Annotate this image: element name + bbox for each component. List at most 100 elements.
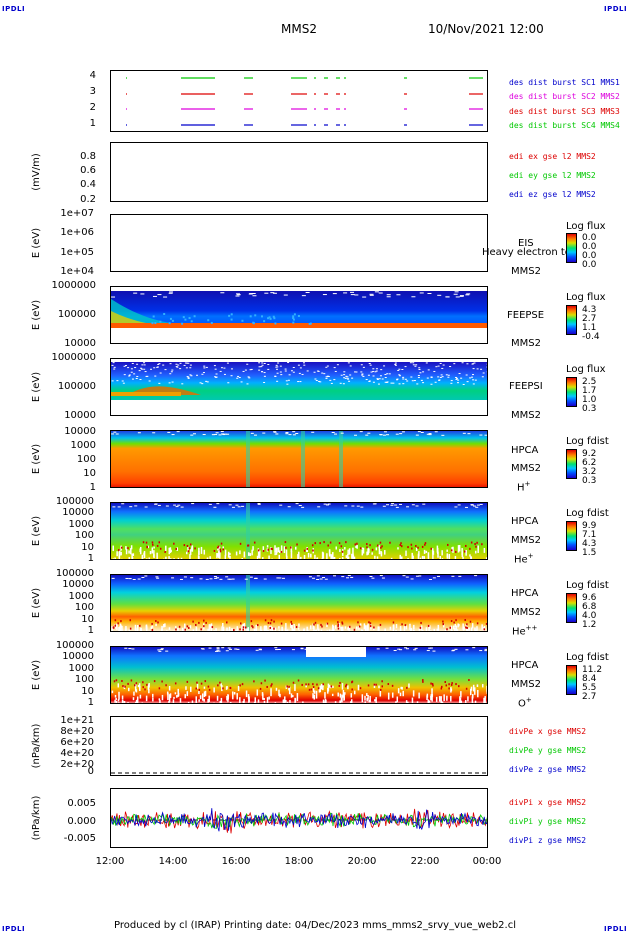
- noise-mark: [133, 292, 138, 294]
- noise-mark: [375, 683, 377, 686]
- noise-mark: [277, 362, 280, 364]
- noise-mark: [279, 371, 282, 373]
- noise-mark: [372, 375, 375, 377]
- noise-mark: [301, 295, 306, 297]
- noise-mark: [470, 504, 474, 506]
- noise-mark: [260, 629, 263, 631]
- noise-mark: [221, 647, 225, 649]
- noise-mark: [432, 650, 436, 652]
- noise-mark: [295, 625, 298, 628]
- noise-mark: [224, 549, 227, 556]
- noise-mark: [450, 695, 452, 702]
- noise-mark: [189, 367, 192, 369]
- noise-mark: [263, 362, 266, 364]
- noise-mark: [330, 382, 333, 384]
- noise-mark: [380, 369, 383, 371]
- noise-mark: [380, 551, 383, 557]
- noise-mark: [339, 382, 342, 384]
- noise-mark: [418, 367, 421, 369]
- noise-mark: [474, 687, 476, 695]
- noise-mark: [157, 504, 161, 506]
- noise-mark: [454, 291, 459, 293]
- noise-mark: [158, 382, 161, 384]
- cbar-value: 1.5: [582, 548, 597, 558]
- noise-mark: [154, 375, 157, 377]
- noise-mark: [313, 626, 315, 631]
- feepse-panel: [110, 286, 488, 344]
- x-tick: 12:00: [95, 856, 125, 867]
- noise-mark: [422, 680, 424, 683]
- noise-mark: [341, 622, 344, 625]
- noise-mark: [292, 316, 295, 319]
- noise-mark: [191, 700, 194, 703]
- noise-mark: [198, 556, 200, 559]
- noise-mark: [310, 625, 312, 630]
- noise-mark: [390, 504, 394, 506]
- noise-mark: [441, 701, 444, 703]
- noise-mark: [207, 685, 210, 688]
- y-tick: 2e+20: [60, 759, 94, 770]
- noise-mark: [261, 364, 264, 366]
- noise-mark: [362, 296, 367, 298]
- noise-mark: [343, 292, 348, 294]
- noise-mark: [235, 504, 239, 506]
- noise-mark: [187, 376, 190, 378]
- noise-mark: [487, 686, 488, 688]
- y-tick: 100: [74, 674, 94, 685]
- y-tick: 0.000: [67, 816, 96, 827]
- noise-mark: [216, 503, 220, 505]
- noise-mark: [451, 650, 455, 652]
- noise-mark: [121, 695, 124, 700]
- noise-mark: [264, 619, 267, 622]
- noise-mark: [213, 702, 215, 703]
- noise-mark: [156, 366, 159, 368]
- noise-mark: [253, 434, 257, 436]
- noise-mark: [399, 630, 402, 631]
- noise-mark: [222, 626, 225, 631]
- noise-mark: [227, 694, 229, 702]
- noise-mark: [136, 375, 139, 377]
- noise-mark: [398, 383, 401, 385]
- noise-mark: [146, 683, 148, 686]
- noise-mark: [213, 576, 217, 578]
- noise-mark: [256, 689, 259, 696]
- noise-mark: [415, 434, 419, 436]
- noise-mark: [269, 622, 272, 625]
- noise-mark: [198, 699, 200, 702]
- noise-mark: [270, 688, 272, 697]
- noise-mark: [285, 623, 287, 630]
- noise-mark: [286, 383, 289, 385]
- hpca-h-species: H+: [517, 480, 530, 493]
- noise-mark: [275, 687, 278, 691]
- y-tick: 1000: [68, 591, 94, 602]
- noise-mark: [179, 362, 182, 364]
- noise-mark: [434, 431, 438, 433]
- noise-mark: [399, 375, 402, 377]
- noise-mark: [178, 625, 181, 628]
- noise-mark: [471, 623, 474, 629]
- noise-mark: [111, 433, 115, 435]
- noise-mark: [217, 545, 220, 548]
- noise-mark: [361, 374, 364, 376]
- noise-mark: [422, 630, 424, 631]
- noise-mark: [483, 628, 486, 631]
- noise-mark: [239, 697, 241, 703]
- noise-mark: [282, 699, 285, 703]
- noise-mark: [132, 697, 135, 701]
- noise-mark: [177, 627, 179, 631]
- noise-mark: [390, 557, 393, 559]
- noise-mark: [118, 551, 121, 558]
- noise-mark: [152, 543, 154, 546]
- noise-mark: [150, 631, 152, 632]
- noise-mark: [144, 371, 147, 373]
- noise-mark: [340, 697, 343, 702]
- noise-mark: [458, 700, 461, 703]
- noise-mark: [336, 364, 339, 366]
- noise-mark: [361, 547, 364, 550]
- noise-mark: [113, 680, 116, 683]
- noise-mark: [299, 367, 302, 369]
- noise-mark: [437, 365, 440, 367]
- noise-mark: [168, 556, 170, 559]
- noise-mark: [258, 369, 261, 371]
- noise-mark: [412, 364, 415, 366]
